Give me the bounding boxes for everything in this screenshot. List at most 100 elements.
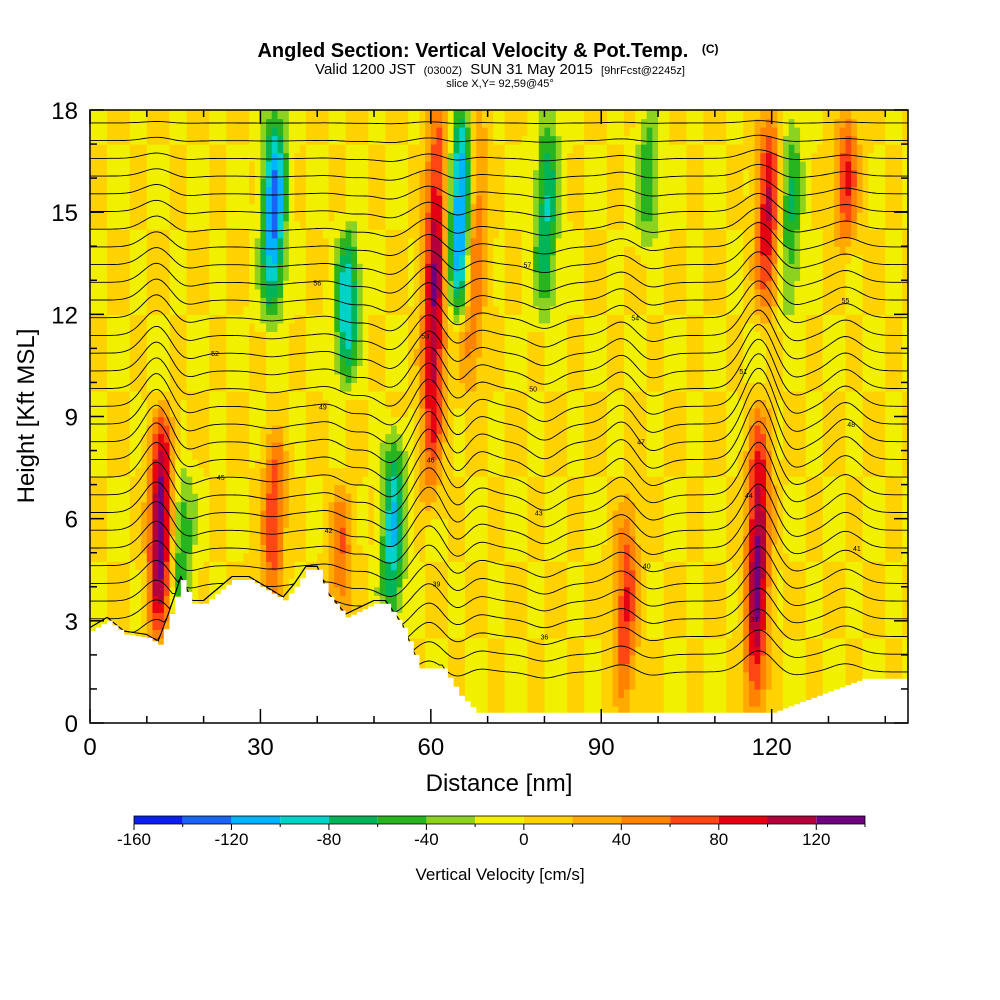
isentrope-line <box>90 309 908 369</box>
velocity-cell <box>124 314 131 392</box>
velocity-cell <box>601 144 608 230</box>
velocity-cell <box>544 476 551 562</box>
velocity-cell <box>652 390 659 477</box>
velocity-cell <box>794 127 801 154</box>
velocity-cell <box>578 390 585 477</box>
velocity-cell <box>277 442 284 571</box>
velocity-cell <box>459 637 466 723</box>
velocity-cell <box>868 561 875 639</box>
velocity-cell <box>317 110 324 145</box>
colorbar-label: Vertical Velocity [cm/s] <box>415 865 584 884</box>
velocity-cell <box>737 110 744 145</box>
velocity-cell <box>544 152 551 196</box>
velocity-cell <box>839 237 847 256</box>
velocity-cell <box>135 569 142 630</box>
velocity-cell <box>658 314 665 392</box>
velocity-cell <box>351 382 358 401</box>
velocity-cell <box>214 229 222 315</box>
velocity-cell <box>726 561 733 639</box>
velocity-cell <box>283 527 290 639</box>
velocity-cell <box>169 110 176 145</box>
velocity-cell <box>822 637 830 723</box>
velocity-cell <box>356 110 364 145</box>
velocity-cell <box>561 390 568 477</box>
velocity-cell <box>856 390 864 477</box>
velocity-cell <box>118 110 125 145</box>
velocity-cell <box>760 152 767 205</box>
velocity-cell <box>374 314 381 392</box>
velocity-cell <box>748 322 756 384</box>
velocity-cell <box>442 561 449 639</box>
velocity-cell <box>868 152 875 230</box>
velocity-cell <box>606 144 614 230</box>
velocity-cell <box>391 110 398 145</box>
velocity-cell <box>748 680 756 707</box>
velocity-cell <box>249 390 256 469</box>
velocity-cell <box>430 459 438 486</box>
velocity-cell <box>572 476 580 562</box>
velocity-cell <box>249 161 256 205</box>
velocity-cell <box>873 390 881 477</box>
velocity-cell <box>845 110 852 120</box>
velocity-cell <box>578 476 585 562</box>
velocity-cell <box>317 229 324 315</box>
velocity-cell <box>561 561 568 639</box>
velocity-cell <box>283 280 290 392</box>
velocity-cell <box>504 476 511 562</box>
velocity-cell <box>533 637 540 723</box>
velocity-cell <box>765 688 773 723</box>
velocity-cell <box>521 476 528 562</box>
velocity-cell <box>783 637 790 723</box>
velocity-cell <box>163 442 171 562</box>
velocity-cell <box>663 110 671 247</box>
velocity-cell <box>192 493 199 545</box>
velocity-cell <box>453 271 460 290</box>
velocity-cell <box>447 561 455 639</box>
velocity-cell <box>868 476 875 562</box>
velocity-cell <box>726 476 733 562</box>
velocity-cell <box>476 314 483 358</box>
velocity-cell <box>754 407 761 426</box>
velocity-cell <box>760 433 767 460</box>
velocity-cell <box>618 110 625 145</box>
velocity-cell <box>760 578 767 630</box>
velocity-cell <box>686 144 693 230</box>
velocity-cell <box>658 390 665 477</box>
velocity-cell <box>430 382 438 443</box>
velocity-cell <box>572 229 580 315</box>
velocity-cell <box>879 390 886 477</box>
velocity-cell <box>430 561 438 639</box>
velocity-cell <box>345 144 352 222</box>
velocity-cell <box>311 144 318 230</box>
velocity-cell <box>476 561 483 639</box>
velocity-cell <box>266 110 273 120</box>
velocity-cell <box>595 476 602 562</box>
isentrope-label: 47 <box>637 440 645 447</box>
velocity-cell <box>589 144 597 230</box>
velocity-cell <box>464 127 472 162</box>
velocity-cell <box>470 637 477 723</box>
velocity-cell <box>192 314 199 392</box>
velocity-cell <box>186 110 193 145</box>
velocity-cell <box>101 476 108 562</box>
velocity-cell <box>158 390 165 401</box>
velocity-cell <box>362 144 369 401</box>
velocity-cell <box>305 144 313 230</box>
velocity-cell <box>794 280 801 392</box>
velocity-cell <box>595 229 602 315</box>
velocity-cell <box>459 152 466 256</box>
velocity-cell <box>504 110 511 145</box>
velocity-cell <box>856 254 864 315</box>
velocity-cell <box>516 144 523 230</box>
velocity-cell <box>731 629 739 723</box>
velocity-cell <box>692 476 699 562</box>
velocity-cell <box>538 476 546 562</box>
velocity-cell <box>714 390 722 477</box>
velocity-cell <box>697 476 705 562</box>
velocity-cell <box>663 637 671 723</box>
velocity-cell <box>845 237 852 247</box>
velocity-cell <box>544 220 551 273</box>
velocity-cell <box>533 271 540 307</box>
velocity-cell <box>890 561 898 639</box>
velocity-cell <box>277 322 284 392</box>
